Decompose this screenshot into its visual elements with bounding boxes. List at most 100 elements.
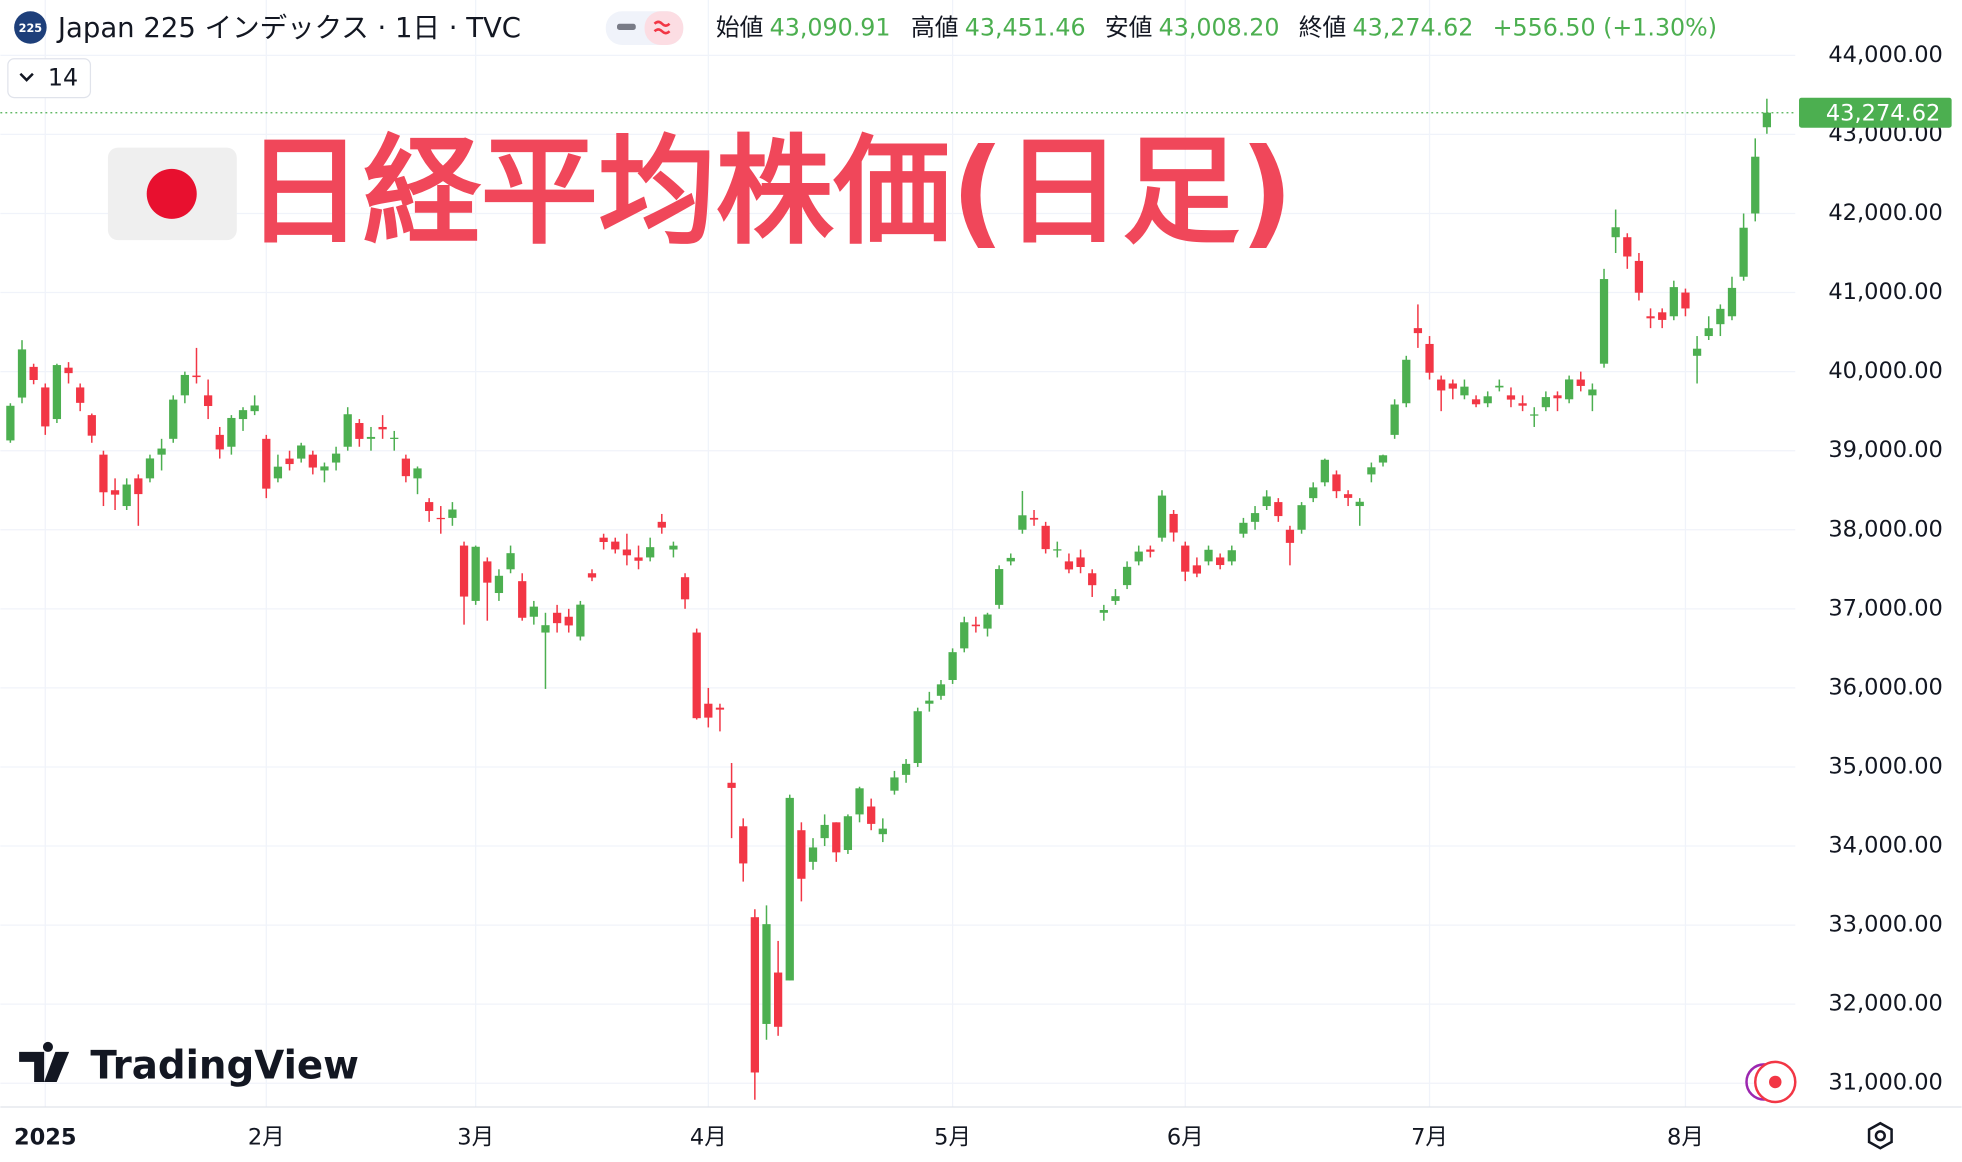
ohlc-value: 43,451.46 (965, 13, 1086, 41)
ohlc-label: 安値 (1105, 13, 1153, 41)
candle-body (145, 458, 155, 479)
x-tick-label: 4月 (690, 1125, 727, 1151)
y-tick-label: 42,000.00 (1828, 200, 1943, 226)
candle-body (948, 652, 957, 680)
toggle-icon (653, 20, 671, 35)
x-tick-label: 6月 (1167, 1125, 1204, 1151)
candle-body (1390, 404, 1399, 435)
ohlc-value: 43,274.62 (1352, 13, 1473, 41)
candle-body (1227, 550, 1236, 562)
candle-body (727, 782, 736, 788)
candle-body (890, 777, 899, 791)
candle-body (1483, 396, 1492, 404)
candle-body (704, 703, 713, 718)
candle-body (1297, 505, 1306, 530)
candle-body (506, 553, 515, 570)
candle-body (1658, 312, 1667, 320)
candle-body (1192, 565, 1202, 574)
candle-body (1099, 610, 1108, 613)
candle-body (99, 454, 108, 493)
axes: 31,000.00 32,000.00 33,000.00 34,000.00 35,0… (0, 42, 1962, 1151)
candle-body (471, 546, 480, 601)
candle-body (1646, 316, 1655, 319)
candle-body (76, 387, 85, 403)
interval: 14 (48, 63, 78, 91)
x-tick-label: 8月 (1667, 1125, 1704, 1151)
candle-body (785, 797, 794, 981)
candle-body (355, 423, 364, 439)
candle-body (925, 700, 934, 704)
candle-body (552, 612, 562, 624)
candle-body (971, 624, 980, 627)
candles (6, 98, 1772, 1100)
symbol-icon (14, 11, 47, 44)
candle-body (820, 824, 829, 839)
candle-body (64, 367, 73, 374)
settings-icon[interactable] (1867, 1121, 1893, 1150)
candle-body (110, 490, 120, 495)
candle-body (1181, 545, 1190, 572)
candle-body (808, 847, 818, 862)
candle-body (483, 561, 492, 583)
candle-body (1681, 292, 1690, 309)
candle-body (1471, 399, 1481, 405)
candle-body (1669, 287, 1678, 317)
candle-body (599, 537, 608, 543)
candle-body (192, 375, 201, 378)
price-label: 43,274.62 (1826, 100, 1941, 126)
candle-body (1541, 397, 1550, 408)
y-tick-label: 33,000.00 (1828, 912, 1943, 938)
candle-body (867, 806, 876, 824)
candle-body (541, 625, 550, 633)
candle-body (1565, 379, 1574, 400)
candle-body (1018, 515, 1027, 530)
change: +556.50 (+1.30%) (1493, 13, 1717, 41)
candle-body (1413, 328, 1423, 334)
candle-body (331, 453, 341, 463)
interval-button[interactable] (7, 58, 92, 99)
candle-body (1320, 459, 1329, 483)
candle-body (1692, 348, 1702, 356)
candle-body (134, 478, 143, 495)
candle-body (855, 788, 864, 815)
y-tick-label: 36,000.00 (1828, 674, 1943, 700)
candle-body (1216, 557, 1225, 566)
y-tick-label: 35,000.00 (1828, 753, 1943, 779)
candle-body (1716, 308, 1725, 325)
candle-body (1402, 359, 1411, 404)
candle-body (1623, 237, 1632, 257)
candle-body (169, 399, 178, 439)
candle-body (1064, 561, 1074, 570)
ohlc-value: 43,090.91 (770, 13, 891, 41)
candle-body (1506, 395, 1516, 400)
x-tick-label: 2月 (248, 1125, 285, 1151)
candle-body (634, 557, 643, 561)
candle-body (913, 711, 922, 764)
y-tick-label: 31,000.00 (1828, 1070, 1943, 1096)
candle-body (960, 622, 969, 649)
x-tick-label: 2025 (14, 1125, 77, 1151)
settings-icon-center (1874, 1130, 1886, 1142)
candle-body (1588, 389, 1597, 396)
candle-body (459, 545, 469, 597)
candle-body (983, 614, 992, 629)
candle-body (285, 458, 294, 465)
toggle-right[interactable] (644, 11, 684, 46)
candle-body (611, 541, 620, 550)
candle-body (1006, 557, 1015, 562)
candle-body (843, 816, 853, 850)
candle-body (1448, 383, 1457, 389)
candle-body (1053, 549, 1062, 551)
logo (19, 1041, 70, 1082)
candle-body (297, 445, 306, 459)
price-label-box (1799, 97, 1952, 128)
candle-body (715, 707, 725, 710)
candle-body (1460, 386, 1469, 396)
candle-body (87, 415, 96, 436)
candle-body (436, 517, 445, 520)
x-tick-label: 3月 (457, 1125, 494, 1151)
grid (0, 0, 1796, 1107)
candle-body (1239, 522, 1248, 534)
y-tick-label: 37,000.00 (1828, 595, 1943, 621)
